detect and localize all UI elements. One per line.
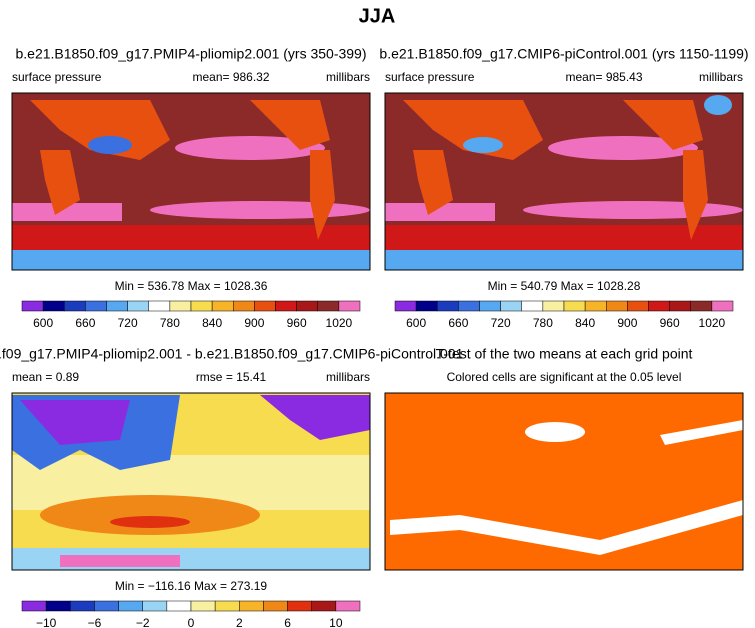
colorbar-box <box>214 600 240 612</box>
colorbar-box <box>42 300 65 312</box>
colorbar-box <box>64 300 86 312</box>
colorbar-box <box>648 300 670 312</box>
colorbar-box <box>106 300 128 312</box>
map-pressure-picontrol <box>384 92 744 271</box>
colorbar-box <box>394 300 417 312</box>
colorbar-box <box>70 600 95 612</box>
colorbar-label: 10 <box>329 616 343 628</box>
colorbar-label: 960 <box>287 316 307 330</box>
panel-title: b.e21.B1850.f09_g17.CMIP6-piControl.001 … <box>379 46 748 62</box>
panel-title: b.e21.B1850.f09_g17.PMIP4-pliomip2.001 (… <box>16 46 367 62</box>
colorbar-box <box>275 300 297 312</box>
colorbar-label: −6 <box>88 616 102 628</box>
panel-min-max: Min = 536.78 Max = 1028.36 <box>115 279 268 293</box>
panel-min-max: Min = −116.16 Max = 273.19 <box>115 579 268 593</box>
map-ttest <box>384 392 744 571</box>
panel-center-label: mean= 986.32 <box>192 70 269 84</box>
colorbar-box <box>606 300 628 312</box>
colorbar-label: 840 <box>575 316 595 330</box>
panel-title: T-test of the two means at each grid poi… <box>436 346 693 362</box>
panel-title: b.e21.B1850.f09_g17.PMIP4-pliomip2.001 -… <box>0 346 464 362</box>
colorbar-box <box>711 300 734 312</box>
colorbar-box <box>296 300 318 312</box>
colorbar-box <box>415 300 438 312</box>
colorbar-box <box>21 300 44 312</box>
colorbar-label: −10 <box>36 616 57 628</box>
colorbar-label: 780 <box>533 316 553 330</box>
colorbar-label: 720 <box>491 316 511 330</box>
map-pressure-pliomip <box>11 92 371 271</box>
colorbar-label: 720 <box>118 316 138 330</box>
colorbar-label: 0 <box>188 616 195 628</box>
colorbar-box <box>287 600 312 612</box>
colorbar-box <box>142 600 168 612</box>
panel-center-label: mean= 985.43 <box>565 70 642 84</box>
colorbar-box <box>311 600 337 612</box>
panel-min-max: Min = 540.79 Max = 1028.28 <box>488 279 641 293</box>
colorbar-label: −2 <box>136 616 150 628</box>
colorbar-box <box>21 600 47 612</box>
colorbar-box <box>317 300 340 312</box>
colorbar-box <box>542 300 565 312</box>
colorbar-label: 900 <box>617 316 637 330</box>
panel-left-label: mean = 0.89 <box>12 370 79 384</box>
colorbar-box <box>190 300 213 312</box>
colorbar-box <box>437 300 459 312</box>
colorbar-box <box>690 300 713 312</box>
map-difference <box>11 392 371 571</box>
colorbar-box <box>479 300 501 312</box>
colorbar-box <box>166 600 192 612</box>
colorbar-label: 780 <box>160 316 180 330</box>
colorbar-label: 600 <box>33 316 53 330</box>
colorbar-label: 840 <box>202 316 222 330</box>
colorbar-box <box>338 300 361 312</box>
colorbar-box <box>45 600 71 612</box>
colorbar-label: 600 <box>406 316 426 330</box>
figure-title: JJA <box>359 5 396 27</box>
panel-center-label: rmse = 15.41 <box>196 370 267 384</box>
colorbar-box <box>263 600 288 612</box>
colorbar-box <box>148 300 171 312</box>
colorbar-label: 660 <box>448 316 468 330</box>
colorbar-label: 660 <box>75 316 95 330</box>
colorbar-box <box>458 300 480 312</box>
colorbar-box <box>521 300 544 312</box>
panel-left-label: surface pressure <box>12 70 102 84</box>
colorbar-box <box>169 300 192 312</box>
panel-left-label: surface pressure <box>385 70 475 84</box>
colorbar-box <box>669 300 691 312</box>
colorbar-box <box>254 300 276 312</box>
colorbar-box <box>584 300 607 312</box>
colorbar-box <box>500 300 522 312</box>
panel-units: millibars <box>326 70 370 84</box>
colorbar-box <box>211 300 234 312</box>
colorbar-label: 1020 <box>699 316 726 330</box>
colorbar-box <box>335 600 361 612</box>
colorbar-label: 1020 <box>326 316 353 330</box>
colorbar-label: 2 <box>236 616 243 628</box>
colorbar-box <box>118 600 143 612</box>
colorbar-box <box>94 600 119 612</box>
colorbar-box <box>627 300 649 312</box>
colorbar-label: 6 <box>284 616 291 628</box>
panel-units: millibars <box>326 370 370 384</box>
colorbar-box <box>85 300 107 312</box>
colorbar-box <box>190 600 216 612</box>
panel-units: millibars <box>699 70 743 84</box>
colorbar-box <box>127 300 149 312</box>
colorbar-box <box>239 600 264 612</box>
colorbar-label: 960 <box>660 316 680 330</box>
colorbar-box <box>563 300 586 312</box>
panel-subtitle: Colored cells are significant at the 0.0… <box>447 370 682 384</box>
colorbar-label: 900 <box>244 316 264 330</box>
colorbar-box <box>233 300 255 312</box>
